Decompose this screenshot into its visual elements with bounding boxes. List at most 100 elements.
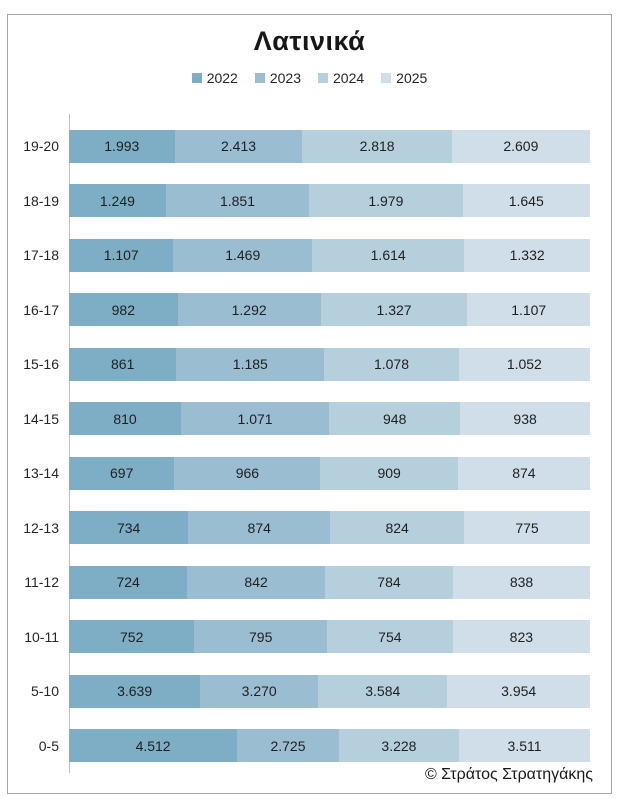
stacked-bar: 4.512 2.725 3.228 3.511 (69, 729, 590, 763)
bar-segment-2025: 3.511 (459, 729, 590, 763)
bar-segment-2024: 3.584 (318, 674, 448, 708)
bar-segment-2024: 1.979 (309, 184, 463, 218)
bar-segment-2025: 838 (453, 565, 590, 599)
y-axis-line (69, 114, 70, 773)
legend: 2022 2023 2024 2025 (8, 70, 611, 86)
bar-segment-2023: 2.413 (174, 129, 303, 163)
bar-segment-2023: 966 (174, 456, 321, 490)
chart-title: Λατινικά (253, 26, 366, 56)
legend-item-2023: 2023 (254, 70, 301, 86)
legend-item-2024: 2024 (318, 70, 364, 86)
category-label: 10-11 (24, 628, 59, 645)
legend-swatch-2024 (318, 73, 328, 83)
bar-segment-2025: 874 (457, 456, 590, 490)
bar-segment-2024: 754 (326, 620, 453, 654)
bar-row-19-20: 19-20 1.993 2.413 2.818 2.609 (8, 119, 609, 174)
stacked-bar: 1.249 1.851 1.979 1.645 (69, 184, 590, 218)
category-label: 15-16 (23, 356, 59, 373)
bar-row-15-16: 15-16 861 1.185 1.078 1.052 (8, 337, 609, 392)
stacked-bar: 861 1.185 1.078 1.052 (69, 347, 590, 381)
bar-segment-2024: 1.078 (324, 347, 459, 381)
bar-row-18-19: 18-19 1.249 1.851 1.979 1.645 (8, 174, 609, 229)
bar-row-16-17: 16-17 982 1.292 1.327 1.107 (8, 283, 609, 338)
bar-segment-2024: 909 (320, 456, 458, 490)
bar-segment-2025: 1.107 (467, 293, 590, 327)
category-label: 19-20 (23, 138, 59, 155)
bar-row-10-11: 10-11 752 795 754 823 (8, 610, 609, 665)
bar-segment-2023: 1.071 (181, 402, 330, 436)
bar-segment-2022: 810 (69, 402, 182, 436)
bar-segment-2023: 2.725 (237, 729, 339, 763)
category-label: 11-12 (24, 574, 59, 591)
bar-segment-2023: 3.270 (200, 674, 319, 708)
copyright-note: © Στράτος Στρατηγάκης (424, 766, 593, 783)
stacked-bar: 724 842 784 838 (69, 565, 590, 599)
bar-segment-2024: 1.614 (312, 238, 465, 272)
bar-segment-2022: 982 (69, 293, 178, 327)
category-label: 16-17 (23, 301, 59, 318)
legend-swatch-2022 (191, 73, 202, 83)
bar-row-0-5: 0-5 4.512 2.725 3.228 3.511 (8, 719, 609, 774)
stacked-bar: 752 795 754 823 (69, 620, 590, 654)
bar-segment-2022: 752 (69, 620, 195, 654)
legend-label: 2023 (269, 70, 301, 86)
bar-segment-2023: 1.292 (177, 293, 321, 327)
legend-swatch-2025 (381, 73, 392, 83)
bar-row-12-13: 12-13 734 874 824 775 (8, 501, 609, 556)
bar-segment-2023: 874 (188, 511, 331, 545)
bar-segment-2024: 1.327 (320, 293, 468, 327)
bar-segment-2022: 1.249 (69, 184, 166, 218)
category-label: 18-19 (23, 192, 59, 209)
bar-segment-2025: 2.609 (451, 129, 590, 163)
bar-segment-2022: 1.107 (69, 238, 174, 272)
bar-segment-2023: 1.851 (165, 184, 310, 218)
bar-segment-2024: 824 (330, 511, 465, 545)
bar-segment-2022: 3.639 (69, 674, 201, 708)
bar-segment-2024: 948 (329, 402, 461, 436)
bar-segment-2023: 842 (187, 565, 325, 599)
bar-segment-2022: 697 (69, 456, 175, 490)
bar-segment-2022: 734 (69, 511, 189, 545)
bar-row-5-10: 5-10 3.639 3.270 3.584 3.954 (8, 664, 609, 719)
stacked-bar: 734 874 824 775 (69, 511, 590, 545)
bar-segment-2024: 784 (324, 565, 454, 599)
bar-segment-2025: 3.954 (447, 674, 590, 708)
chart-frame: Λατινικά 2022 2023 2024 2025 19-20 1.993 2.41… (7, 14, 612, 794)
bar-segment-2022: 724 (69, 565, 188, 599)
bar-row-14-15: 14-15 810 1.071 948 938 (8, 392, 609, 447)
bar-segment-2024: 2.818 (302, 129, 452, 163)
bar-segment-2025: 775 (464, 511, 590, 545)
bar-segment-2022: 1.993 (69, 129, 175, 163)
bar-segment-2025: 1.645 (462, 184, 590, 218)
legend-label: 2025 (396, 70, 428, 86)
legend-swatch-2023 (254, 73, 265, 83)
plot-area: 19-20 1.993 2.413 2.818 2.609 18-19 1.249 1.851… (8, 119, 609, 773)
category-label: 5-10 (30, 683, 59, 700)
stacked-bar: 810 1.071 948 938 (69, 402, 590, 436)
category-label: 12-13 (23, 519, 59, 536)
bar-segment-2022: 4.512 (69, 729, 238, 763)
bar-row-17-18: 17-18 1.107 1.469 1.614 1.332 (8, 228, 609, 283)
stacked-bar: 1.107 1.469 1.614 1.332 (69, 238, 590, 272)
bar-segment-2023: 795 (194, 620, 327, 654)
bar-row-11-12: 11-12 724 842 784 838 (8, 555, 609, 610)
category-label: 17-18 (23, 247, 59, 264)
legend-item-2025: 2025 (381, 70, 427, 86)
legend-label: 2024 (333, 70, 365, 86)
bar-segment-2025: 823 (452, 620, 590, 654)
bar-segment-2025: 1.052 (458, 347, 590, 381)
category-label: 0-5 (38, 737, 59, 754)
bar-segment-2023: 1.469 (173, 238, 313, 272)
stacked-bar: 1.993 2.413 2.818 2.609 (69, 129, 590, 163)
bar-segment-2025: 1.332 (464, 238, 590, 272)
bar-row-13-14: 13-14 697 966 909 874 (8, 446, 609, 501)
bar-segment-2022: 861 (69, 347, 177, 381)
bar-segment-2023: 1.185 (176, 347, 325, 381)
category-label: 13-14 (23, 465, 59, 482)
stacked-bar: 3.639 3.270 3.584 3.954 (69, 674, 590, 708)
stacked-bar: 982 1.292 1.327 1.107 (69, 293, 590, 327)
bar-segment-2024: 3.228 (338, 729, 460, 763)
legend-label: 2022 (206, 70, 238, 86)
bar-segment-2025: 938 (460, 402, 590, 436)
category-label: 14-15 (23, 410, 59, 427)
